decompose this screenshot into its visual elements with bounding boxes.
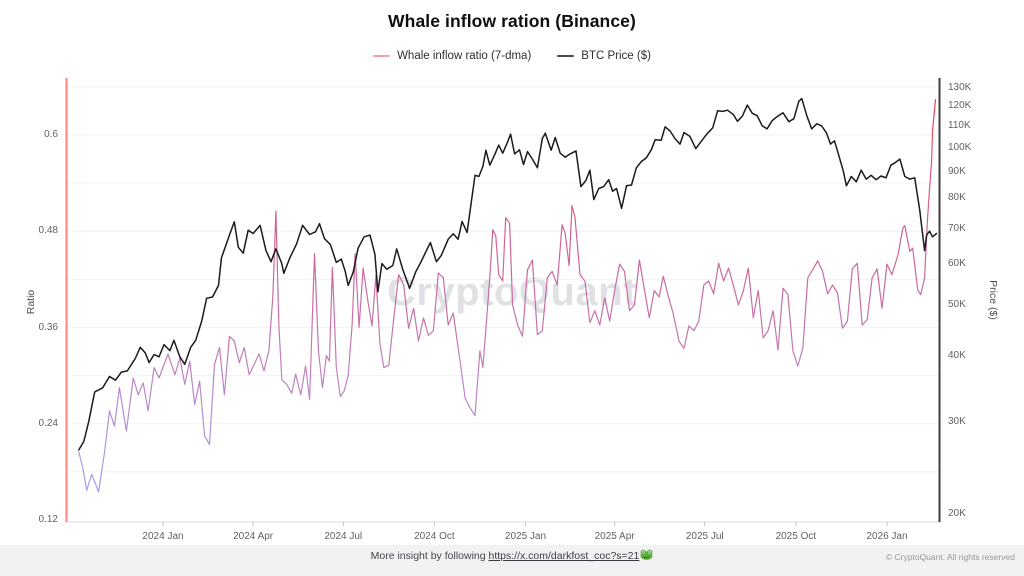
right-axis-tick-label: 20K	[948, 507, 966, 519]
legend-item-btc-price: BTC Price ($)	[557, 50, 651, 62]
x-axis-tick-label: 2025 Jan	[504, 531, 547, 542]
right-axis-tick-label: 80K	[948, 192, 966, 204]
legend-item-whale-inflow-ratio: Whale inflow ratio (7-dma)	[373, 50, 531, 62]
legend-swatch	[557, 55, 575, 57]
left-axis-tick-label: 0.36	[38, 321, 58, 333]
x-axis-tick-label: 2024 Apr	[233, 531, 274, 542]
footer-link[interactable]: https://x.com/darkfost_coc?s=21	[488, 549, 654, 562]
x-axis-tick-label: 2024 Jan	[142, 531, 184, 542]
right-axis-tick-label: 120K	[948, 100, 972, 112]
x-axis-tick-label: 2025 Oct	[775, 531, 817, 542]
right-axis-title: Price ($)	[987, 280, 999, 320]
btc-price-line	[78, 97, 938, 451]
left-axis-tick-label: 0.48	[38, 225, 58, 237]
right-axis-tick-label: 70K	[948, 222, 966, 234]
legend-label: BTC Price ($)	[581, 50, 651, 62]
right-axis-tick-label: 100K	[948, 141, 972, 153]
left-axis-tick-label: 0.24	[38, 417, 58, 429]
right-axis-tick-label: 40K	[948, 350, 966, 362]
footer-promo-text: More insight by following https://x.com/…	[0, 549, 1024, 562]
x-axis-tick-label: 2025 Jul	[685, 531, 724, 542]
copyright-text: © CryptoQuant. All rights reserved	[885, 552, 1015, 562]
legend-label: Whale inflow ratio (7-dma)	[397, 50, 532, 62]
footer-link-text: https://x.com/darkfost_coc?s=21	[488, 550, 640, 562]
right-axis-tick-label: 50K	[948, 299, 966, 311]
right-axis-tick-label: 90K	[948, 165, 966, 177]
left-axis-tick-label: 0.6	[44, 129, 58, 140]
footer-prefix: More insight by following	[370, 550, 489, 562]
right-axis-tick-label: 60K	[948, 257, 966, 269]
legend: Whale inflow ratio (7-dma) BTC Price ($)	[0, 50, 1024, 62]
left-axis-tick-label: 0.12	[38, 514, 58, 525]
x-axis-tick-label: 2024 Jul	[324, 531, 363, 542]
x-axis-tick-label: 2025 Apr	[594, 531, 635, 542]
left-axis-title: Ratio	[25, 289, 37, 315]
frog-emoji-icon	[640, 549, 653, 560]
x-axis-tick-label: 2024 Oct	[414, 531, 455, 542]
right-axis-tick-label: 110K	[948, 120, 971, 132]
legend-swatch	[373, 55, 391, 57]
right-axis-tick-label: 30K	[948, 415, 966, 427]
whale-inflow-ratio-line	[78, 99, 937, 493]
footer: More insight by following https://x.com/…	[0, 545, 1024, 576]
x-axis-tick-label: 2026 Jan	[866, 531, 908, 542]
x-axis-tick-marks	[162, 522, 888, 527]
gridlines	[66, 86, 940, 473]
right-axis-tick-label: 130K	[948, 82, 972, 93]
chart-title: Whale inflow ration (Binance)	[388, 11, 636, 31]
